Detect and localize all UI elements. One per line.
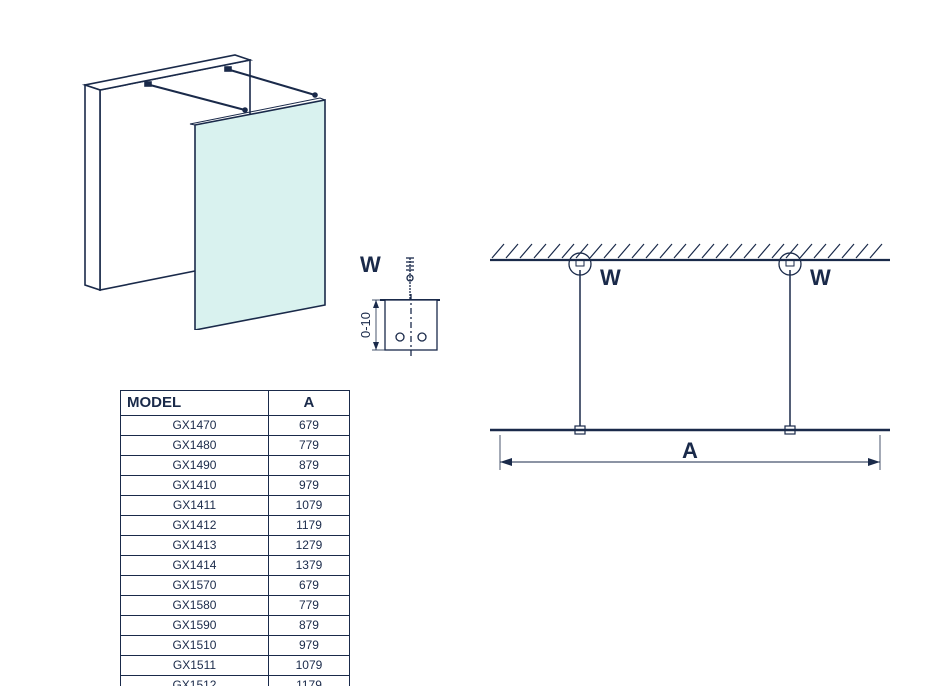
page: W 0-10 (0, 0, 928, 686)
bracket-detail: W 0-10 (330, 250, 460, 410)
table-row: GX14131279 (121, 536, 350, 556)
table-row: GX15121179 (121, 676, 350, 686)
label-w-detail: W (360, 252, 381, 277)
model-table: MODEL A GX1470679 GX1480779 GX1490879 GX… (120, 390, 350, 686)
table-row: GX14141379 (121, 556, 350, 576)
table-row: GX1580779 (121, 596, 350, 616)
label-a: A (682, 438, 698, 463)
table-header-row: MODEL A (121, 391, 350, 416)
table-header-model: MODEL (121, 391, 269, 416)
table-row: GX1470679 (121, 416, 350, 436)
table-row: GX1590879 (121, 616, 350, 636)
table-row: GX1570679 (121, 576, 350, 596)
table-row: GX1480779 (121, 436, 350, 456)
table-header-a: A (268, 391, 349, 416)
table-row: GX1510979 (121, 636, 350, 656)
top-view-diagram: W W A (470, 240, 910, 500)
iso-illustration (80, 30, 340, 330)
dim-0-10: 0-10 (358, 312, 373, 338)
hatch-pattern (492, 244, 882, 258)
table-row: GX14111079 (121, 496, 350, 516)
table-row: GX14121179 (121, 516, 350, 536)
label-w-left: W (600, 265, 621, 290)
table-row: GX1490879 (121, 456, 350, 476)
label-w-right: W (810, 265, 831, 290)
table-body: GX1470679 GX1480779 GX1490879 GX1410979 … (121, 416, 350, 686)
table-row: GX1410979 (121, 476, 350, 496)
table-row: GX15111079 (121, 656, 350, 676)
